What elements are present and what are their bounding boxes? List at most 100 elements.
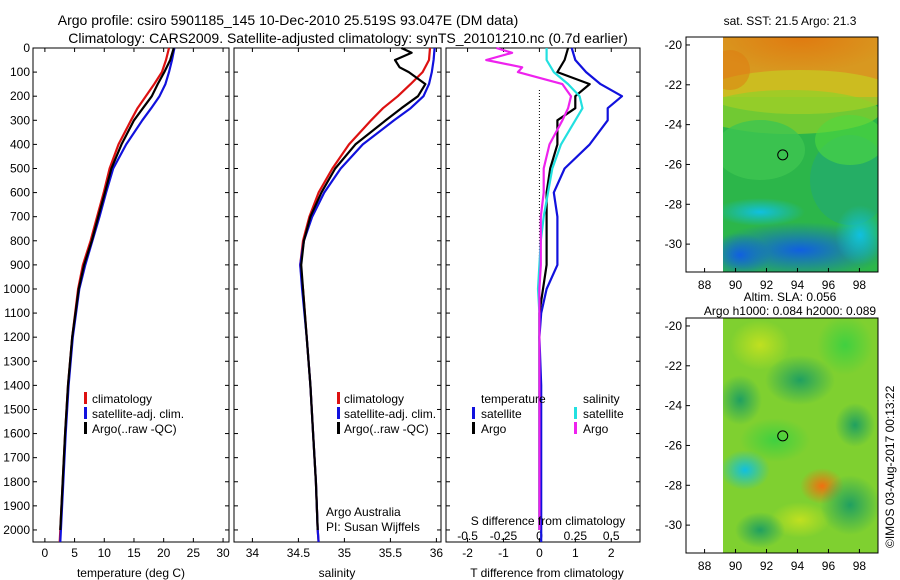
map-y-tick-label: -20 — [665, 38, 683, 52]
x-tick-label: 1 — [572, 546, 579, 560]
sla-map-frame — [685, 317, 879, 554]
map-y-tick-label: -24 — [665, 399, 683, 413]
legend-label-t-satellite: satellite — [481, 407, 522, 421]
map-x-tick-label: 90 — [729, 559, 743, 573]
legend-swatch-t-argo — [472, 422, 475, 434]
salinity-legend: climatology satellite-adj. clim. Argo(..… — [337, 392, 436, 436]
map-y-tick-label: -20 — [665, 319, 683, 333]
series-line-satellite — [536, 48, 584, 530]
sla-map-axes: 88 90 92 94 96 98 -20 -22 -24 -26 -28 -30 — [665, 319, 867, 573]
figure-subtitle: Climatology: CARS2009. Satellite-adjuste… — [68, 30, 628, 46]
salinity-axes: 34 34.5 35 35.5 36 — [234, 47, 444, 560]
legend-swatch-argo — [337, 422, 340, 434]
legend-label-t-argo: Argo — [481, 422, 507, 436]
y-tick-label: 800 — [10, 234, 30, 248]
x-tick-label: 25 — [187, 546, 201, 560]
top-x-tick-label: 0 — [536, 529, 543, 543]
series-line-satellite — [538, 47, 624, 542]
y-tick-label: 600 — [10, 186, 30, 200]
legend-swatch-t-satellite — [472, 407, 475, 419]
x-tick-label: -2 — [462, 546, 473, 560]
difference-legend: temperature salinity satellite Argo sate… — [472, 392, 624, 436]
top-x-tick-label: 0.25 — [564, 529, 588, 543]
map-x-tick-label: 98 — [853, 559, 867, 573]
map-x-tick-label: 92 — [760, 559, 774, 573]
y-tick-label: 900 — [10, 258, 30, 272]
legend-swatch-argo — [84, 422, 87, 434]
map-x-tick-label: 90 — [729, 278, 743, 292]
difference-axes: -2 -1 0 1 2 -0.5 -0.25 0 0.25 0.5 — [446, 47, 640, 560]
y-tick-label: 1300 — [3, 354, 30, 368]
y-tick-label: 0 — [23, 41, 30, 55]
map-x-tick-label: 98 — [853, 278, 867, 292]
x-tick-label: 0 — [536, 546, 543, 560]
x-tick-label: 35 — [338, 546, 352, 560]
map-x-tick-label: 94 — [791, 559, 805, 573]
difference-panel-frame — [445, 47, 641, 543]
y-tick-label: 2000 — [3, 523, 30, 537]
argo-australia-annotation: Argo Australia — [326, 505, 401, 519]
x-tick-label: 30 — [216, 546, 230, 560]
legend-label-climatology: climatology — [92, 392, 152, 406]
top-x-tick-label: -0.25 — [490, 529, 518, 543]
map-y-tick-label: -28 — [665, 478, 683, 492]
sst-map-axes: 88 90 92 94 96 98 -20 -22 -24 -26 -28 -30 — [665, 38, 867, 292]
map-y-tick-label: -30 — [665, 518, 683, 532]
legend-label-satellite: satellite-adj. clim. — [92, 407, 184, 421]
y-tick-label: 200 — [10, 89, 30, 103]
y-tick-label: 700 — [10, 210, 30, 224]
temperature-legend: climatology satellite-adj. clim. Argo(..… — [84, 392, 184, 436]
map-y-tick-label: -24 — [665, 118, 683, 132]
figure-title: Argo profile: csiro 5901185_145 10-Dec-2… — [58, 12, 518, 28]
map-x-tick-label: 92 — [760, 278, 774, 292]
legend-swatch-satellite — [337, 407, 340, 419]
x-tick-label: 36 — [430, 546, 444, 560]
sla-heatmap — [723, 318, 878, 553]
legend-header-salinity: salinity — [583, 392, 620, 406]
legend-swatch-climatology — [337, 392, 340, 404]
x-tick-label: 2 — [608, 546, 615, 560]
legend-swatch-climatology — [84, 392, 87, 404]
map-x-tick-label: 96 — [822, 559, 836, 573]
sst-map-title: sat. SST: 21.5 Argo: 21.3 — [724, 14, 857, 28]
y-tick-label: 1000 — [3, 282, 30, 296]
y-tick-label: 1700 — [3, 451, 30, 465]
series-line-argo — [485, 46, 573, 530]
series-line-argo-raw-qc — [300, 47, 427, 531]
legend-label-s-satellite: satellite — [583, 407, 624, 421]
map-y-tick-label: -26 — [665, 438, 683, 452]
y-tick-label: 1500 — [3, 402, 30, 416]
map-y-tick-label: -28 — [665, 197, 683, 211]
x-tick-label: -1 — [498, 546, 509, 560]
legend-header-temperature: temperature — [481, 392, 546, 406]
map-x-tick-label: 94 — [791, 278, 805, 292]
legend-swatch-s-argo — [574, 422, 577, 434]
y-tick-label: 400 — [10, 137, 30, 151]
top-x-tick-label: 0.5 — [603, 529, 620, 543]
map-y-tick-label: -26 — [665, 157, 683, 171]
map-y-tick-label: -22 — [665, 78, 683, 92]
y-tick-label: 1200 — [3, 330, 30, 344]
difference-top-xlabel: S difference from climatology — [471, 514, 626, 528]
y-tick-label: 1900 — [3, 499, 30, 513]
argo-location-marker — [777, 149, 789, 161]
x-tick-label: 35.5 — [379, 546, 403, 560]
y-tick-label: 500 — [10, 161, 30, 175]
x-tick-label: 34 — [246, 546, 260, 560]
series-line-argo-raw-qc — [59, 47, 175, 531]
top-x-tick-label: -0.5 — [457, 529, 478, 543]
y-tick-label: 1400 — [3, 378, 30, 392]
legend-swatch-s-satellite — [574, 407, 577, 419]
difference-xlabel: T difference from climatology — [470, 566, 624, 580]
x-tick-label: 34.5 — [287, 546, 311, 560]
sla-map-title: Altim. SLA: 0.056 — [744, 290, 837, 304]
sla-map-subtitle: Argo h1000: 0.084 h2000: 0.089 — [704, 304, 876, 318]
legend-label-satellite: satellite-adj. clim. — [344, 407, 436, 421]
y-tick-label: 1600 — [3, 427, 30, 441]
x-tick-label: 0 — [42, 546, 49, 560]
argo-location-marker — [777, 430, 789, 442]
legend-label-argo: Argo(..raw -QC) — [344, 422, 429, 436]
y-tick-label: 1800 — [3, 475, 30, 489]
x-tick-label: 10 — [98, 546, 112, 560]
